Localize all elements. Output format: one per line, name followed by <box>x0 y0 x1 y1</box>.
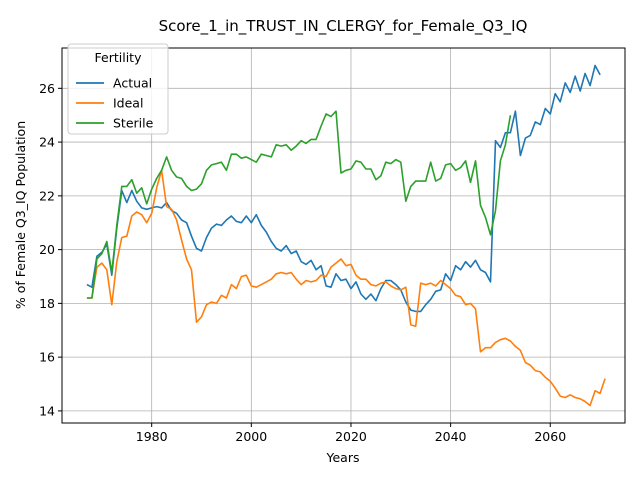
x-axis: 1980 2000 2020 2040 2060 <box>136 423 566 444</box>
legend-label-actual: Actual <box>113 76 152 91</box>
x-tick-label: 2000 <box>235 429 267 444</box>
series-layer <box>86 64 606 407</box>
grid <box>62 48 625 423</box>
y-tick-label: 20 <box>39 242 55 257</box>
series-line-ideal <box>86 169 606 407</box>
y-tick-label: 22 <box>39 188 55 203</box>
y-tick-label: 26 <box>39 81 55 96</box>
x-tick-label: 2020 <box>335 429 367 444</box>
legend-label-ideal: Ideal <box>113 96 143 111</box>
chart-title: Score_1_in_TRUST_IN_CLERGY_for_Female_Q3… <box>159 17 528 36</box>
plot-frame <box>61 47 626 424</box>
y-tick-label: 24 <box>39 135 55 150</box>
x-tick-label: 2060 <box>534 429 566 444</box>
y-axis-label: % of Female Q3_IQ Population <box>13 121 28 309</box>
x-axis-label: Years <box>326 450 360 465</box>
y-tick-label: 14 <box>39 403 55 418</box>
legend-title: Fertility <box>95 50 143 65</box>
y-tick-label: 16 <box>39 350 55 365</box>
legend: Fertility Actual Ideal Sterile <box>67 43 169 135</box>
y-axis: 14 16 18 20 22 24 26 <box>39 81 62 418</box>
x-tick-label: 2040 <box>435 429 467 444</box>
legend-box <box>67 43 169 135</box>
legend-label-sterile: Sterile <box>113 116 154 131</box>
x-tick-label: 1980 <box>136 429 168 444</box>
series-line-sterile <box>86 110 512 299</box>
y-tick-label: 18 <box>39 296 55 311</box>
